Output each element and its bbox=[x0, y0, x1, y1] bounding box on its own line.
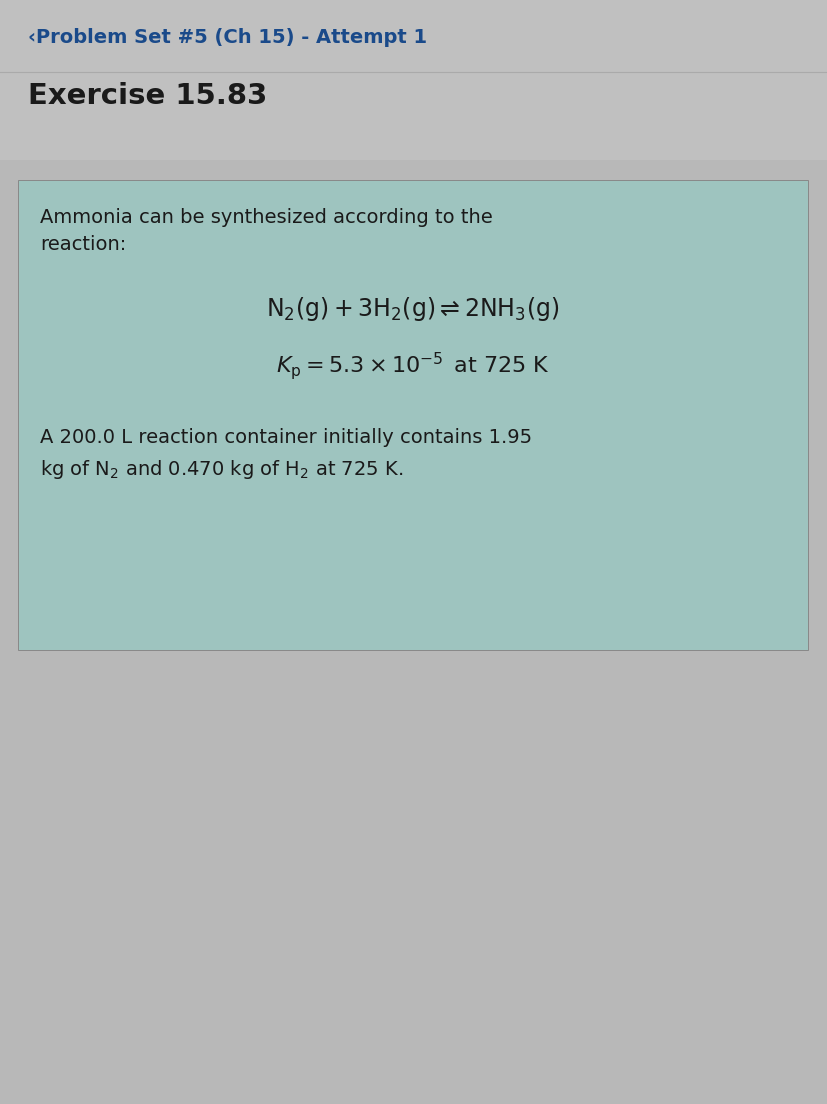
Text: A 200.0 L reaction container initially contains 1.95: A 200.0 L reaction container initially c… bbox=[40, 428, 532, 447]
Text: $\mathrm{N_2(g) + 3H_2(g) \rightleftharpoons 2NH_3(g)}$: $\mathrm{N_2(g) + 3H_2(g) \rightleftharp… bbox=[266, 295, 559, 323]
FancyBboxPatch shape bbox=[18, 180, 807, 650]
FancyBboxPatch shape bbox=[0, 0, 827, 160]
Text: ‹Problem Set #5 (Ch 15) - Attempt 1: ‹Problem Set #5 (Ch 15) - Attempt 1 bbox=[28, 28, 427, 47]
Text: Ammonia can be synthesized according to the: Ammonia can be synthesized according to … bbox=[40, 208, 492, 227]
Text: $K_\mathrm{p} = 5.3 \times 10^{-5}\,$ at 725 K: $K_\mathrm{p} = 5.3 \times 10^{-5}\,$ at… bbox=[275, 350, 549, 382]
Text: kg of $\mathrm{N_2}$ and 0.470 kg of $\mathrm{H_2}$ at 725 K.: kg of $\mathrm{N_2}$ and 0.470 kg of $\m… bbox=[40, 458, 403, 481]
Text: Exercise 15.83: Exercise 15.83 bbox=[28, 82, 267, 110]
Text: reaction:: reaction: bbox=[40, 235, 126, 254]
